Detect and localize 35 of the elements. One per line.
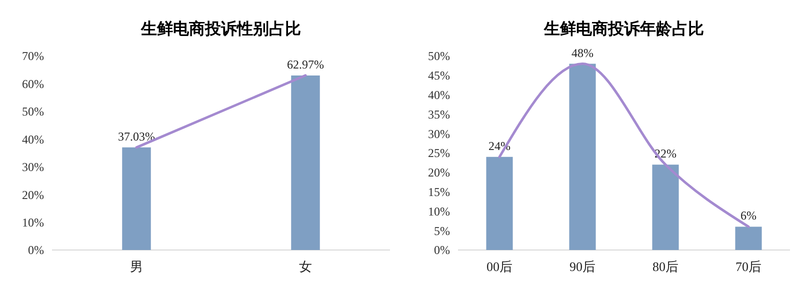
y-tick-label: 0% — [434, 243, 450, 258]
y-tick-label: 10% — [428, 204, 450, 218]
x-tick-label: 女 — [299, 259, 312, 274]
y-tick-label: 20% — [22, 188, 44, 202]
bar — [569, 64, 596, 250]
data-label: 37.03% — [118, 129, 155, 144]
y-tick-label: 0% — [28, 243, 44, 258]
y-tick-label: 30% — [22, 160, 44, 174]
data-label: 48% — [572, 46, 594, 60]
bar — [735, 226, 762, 250]
y-tick-label: 30% — [428, 126, 450, 141]
x-tick-label: 90后 — [570, 259, 596, 274]
y-tick-label: 25% — [428, 146, 450, 160]
y-tick-label: 10% — [22, 215, 44, 230]
chart-title: 生鲜电商投诉年龄占比 — [543, 20, 704, 38]
y-tick-label: 5% — [434, 224, 450, 238]
data-label: 6% — [740, 208, 756, 223]
x-tick-label: 男 — [130, 259, 143, 274]
data-label: 62.97% — [287, 57, 324, 72]
y-tick-label: 60% — [22, 76, 44, 91]
x-tick-label: 70后 — [736, 259, 762, 274]
y-tick-label: 70% — [22, 49, 44, 64]
y-tick-label: 40% — [22, 132, 44, 146]
y-tick-label: 15% — [428, 185, 450, 199]
y-tick-label: 40% — [428, 88, 450, 102]
y-tick-label: 50% — [428, 49, 450, 64]
y-tick-label: 35% — [428, 107, 450, 122]
y-tick-label: 45% — [428, 68, 450, 83]
y-tick-label: 50% — [22, 104, 44, 119]
x-tick-label: 80后 — [652, 259, 678, 274]
bar — [652, 164, 679, 250]
x-tick-label: 00后 — [486, 259, 512, 274]
bar — [486, 156, 513, 250]
chart-title: 生鲜电商投诉性别占比 — [140, 20, 301, 38]
y-tick-label: 20% — [428, 166, 450, 180]
